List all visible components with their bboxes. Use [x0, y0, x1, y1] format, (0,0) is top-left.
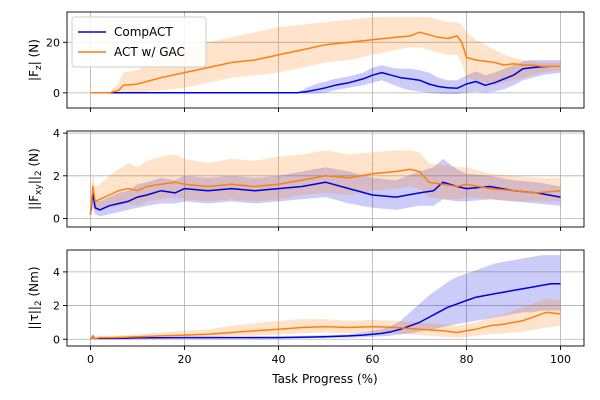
band-act-gac [90, 150, 561, 217]
legend-label-act-gac: ACT w/ GAC [114, 45, 185, 59]
series-line-act-gac [89, 311, 561, 340]
panel-3: 0 20 40 60 80 100 0 2 4 ||τ||2 (Nm) [27, 249, 585, 366]
band-compact [90, 158, 561, 217]
y-axis-label: ||Fxy||2 (N) [27, 148, 44, 210]
y-tick-label: 0 [53, 333, 60, 346]
band-compact [90, 255, 561, 340]
y-tick-label: 2 [53, 300, 60, 313]
panel-2: 0 2 4 ||Fxy||2 (N) [27, 127, 585, 231]
y-tick-label: 4 [53, 266, 60, 279]
x-tick-label: 0 [87, 353, 94, 366]
panel-1: 0 20|Fz| (N) [27, 11, 585, 112]
legend-label-compact: CompACT [114, 25, 173, 39]
band-act-gac [90, 298, 561, 340]
y-axis-label: |Fz| (N) [27, 39, 44, 81]
band-act-gac [90, 17, 561, 93]
y-axis-label: ||τ||2 (Nm) [27, 267, 44, 330]
x-tick-label: 40 [272, 353, 286, 366]
y-tick-label: 0 [53, 212, 60, 225]
x-tick-label: 100 [550, 353, 571, 366]
y-tick-label: 20 [46, 36, 60, 49]
series-line-act-gac [90, 31, 561, 94]
axes-frame [66, 130, 585, 228]
y-tick-label: 2 [53, 170, 60, 183]
band-compact [90, 60, 561, 95]
series-line-act-gac [89, 168, 561, 215]
axes-frame [66, 249, 585, 347]
legend: CompACT ACT w/ GAC [71, 16, 207, 68]
panels: 020|Fz| (N)024||Fxy||2 (N)0 20 40 60 80 10002… [27, 11, 585, 366]
x-tick-label: 60 [366, 353, 380, 366]
x-axis-label: Task Progress (%) [271, 372, 378, 386]
axes-frame [66, 11, 585, 109]
x-tick-label: 80 [460, 353, 474, 366]
legend-frame [71, 16, 207, 68]
series-line-compact [90, 65, 561, 94]
y-tick-label: 0 [53, 87, 60, 100]
y-tick-label: 4 [53, 127, 60, 140]
x-tick-label: 20 [178, 353, 192, 366]
